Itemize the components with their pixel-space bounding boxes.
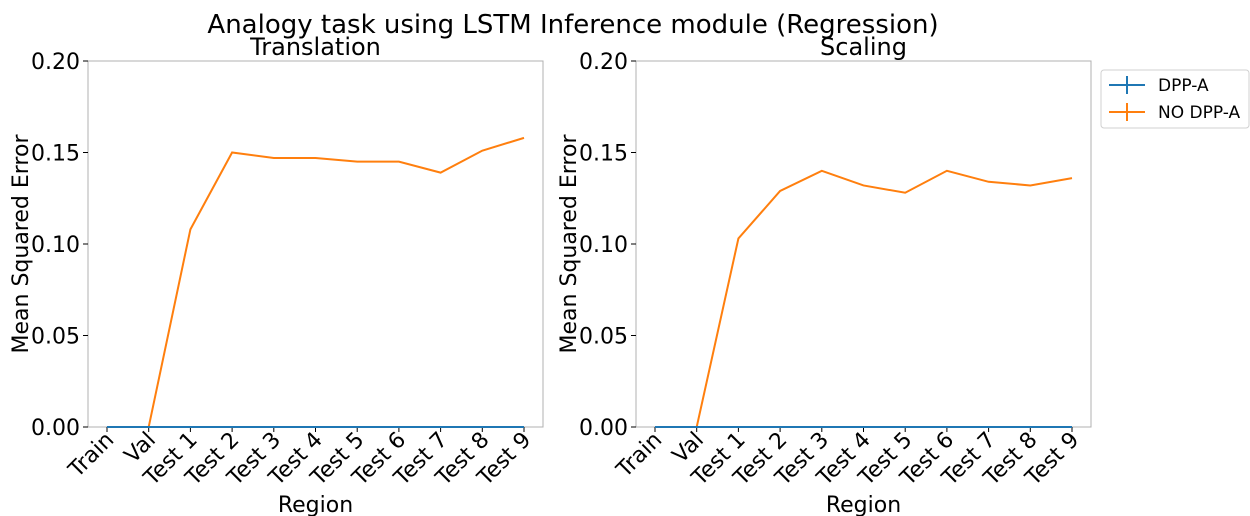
y-axis-label: Mean Squared Error <box>557 134 582 354</box>
y-tick-label: 0.15 <box>31 142 80 167</box>
y-tick-label: 0.20 <box>579 50 628 75</box>
x-axis-label: Region <box>826 493 901 516</box>
series-line <box>107 136 525 428</box>
y-tick-label: 0.10 <box>579 233 628 258</box>
y-axis-label: Mean Squared Error <box>9 134 34 354</box>
legend-label: NO DPP-A <box>1158 103 1240 123</box>
y-tick-label: 0.00 <box>31 416 80 441</box>
y-tick-label: 0.10 <box>31 233 80 258</box>
legend-label: DPP-A <box>1158 76 1209 96</box>
y-tick-label: 0.05 <box>579 325 628 350</box>
plot-area <box>635 60 1092 428</box>
series-line <box>655 169 1073 428</box>
y-tick-label: 0.05 <box>31 325 80 350</box>
chart-title: Translation <box>249 33 381 61</box>
x-axis-label: Region <box>278 493 353 516</box>
y-tick-label: 0.15 <box>579 142 628 167</box>
y-tick-label: 0.20 <box>31 50 80 75</box>
chart-title: Scaling <box>820 33 907 61</box>
figure-title: Analogy task using LSTM Inference module… <box>207 10 938 40</box>
y-tick-label: 0.00 <box>579 416 628 441</box>
plot-area <box>87 60 544 428</box>
